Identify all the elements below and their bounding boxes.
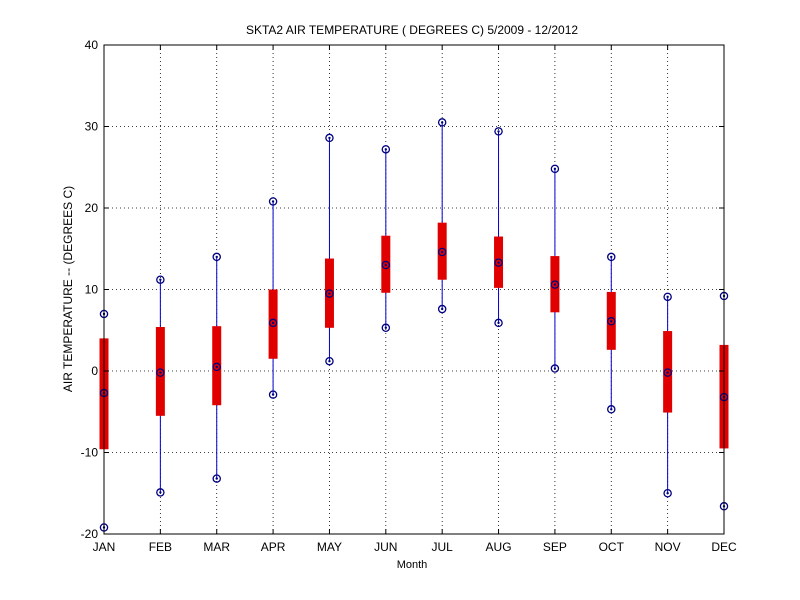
median-marker-dot xyxy=(328,292,331,295)
median-marker xyxy=(381,260,391,270)
median-marker-dot xyxy=(215,365,218,369)
box xyxy=(155,326,165,416)
min-marker-dot xyxy=(384,326,388,330)
y-tick-label: 20 xyxy=(85,201,99,215)
max-marker-dot xyxy=(384,148,388,151)
min-marker-dot xyxy=(497,321,500,325)
max-marker xyxy=(381,145,391,154)
median-marker xyxy=(663,368,672,377)
max-marker-dot xyxy=(328,136,331,140)
median-marker-dot xyxy=(384,263,388,267)
min-marker xyxy=(663,488,672,498)
max-marker xyxy=(212,252,221,262)
min-marker xyxy=(268,390,278,399)
x-tick-label: MAY xyxy=(317,540,342,554)
max-marker-dot xyxy=(440,121,444,124)
box xyxy=(212,326,222,406)
x-tick-label: AUG xyxy=(486,540,512,554)
min-marker xyxy=(156,488,165,497)
min-marker-dot xyxy=(159,491,162,494)
median-marker xyxy=(212,362,221,372)
min-marker xyxy=(437,304,447,314)
min-marker-dot xyxy=(666,492,669,495)
median-marker xyxy=(156,368,165,377)
x-tick-label: OCT xyxy=(599,540,625,554)
max-marker xyxy=(550,164,560,174)
box xyxy=(268,289,278,359)
max-marker xyxy=(325,133,334,143)
y-tick-label: 0 xyxy=(91,364,98,378)
min-marker xyxy=(607,405,616,414)
max-marker xyxy=(268,197,278,206)
chart-title: SKTA2 AIR TEMPERATURE ( DEGREES C) 5/200… xyxy=(246,23,578,37)
min-marker xyxy=(212,474,221,483)
median-marker-dot xyxy=(440,250,444,254)
x-tick-label: SEP xyxy=(543,540,567,554)
max-marker-dot xyxy=(553,167,557,171)
max-marker xyxy=(494,127,503,136)
y-tick-label: -10 xyxy=(81,446,99,460)
median-marker-dot xyxy=(553,283,557,286)
y-axis-label: AIR TEMPERATURE -- (DEGREES C) xyxy=(61,186,75,392)
y-tick-label: 10 xyxy=(85,283,99,297)
x-tick-label: FEB xyxy=(149,540,172,554)
median-marker xyxy=(607,317,616,326)
x-tick-label: JAN xyxy=(93,540,116,554)
max-marker xyxy=(607,252,616,262)
min-marker-dot xyxy=(553,367,557,370)
max-marker-dot xyxy=(666,295,669,299)
min-marker-dot xyxy=(328,360,331,363)
x-tick-label: JUN xyxy=(374,540,397,554)
max-marker-dot xyxy=(271,200,275,203)
median-marker-dot xyxy=(610,320,613,323)
min-marker xyxy=(494,318,503,328)
y-tick-label: -20 xyxy=(81,527,99,541)
max-marker xyxy=(437,118,447,127)
x-axis-label: Month xyxy=(397,559,428,571)
markers xyxy=(99,118,729,532)
min-marker-dot xyxy=(610,408,613,411)
min-marker-dot xyxy=(215,477,218,480)
min-marker xyxy=(550,364,560,373)
y-tick-labels: -20 -10 0 10 20 30 40 xyxy=(81,38,99,541)
min-marker-dot xyxy=(271,393,275,396)
x-tick-labels: JAN FEB MAR APR MAY JUN JUL AUG SEP OCT NOV DEC xyxy=(93,540,737,554)
median-marker xyxy=(268,318,278,328)
whiskers xyxy=(103,122,725,528)
min-marker-dot xyxy=(440,307,444,311)
min-marker xyxy=(325,356,334,366)
median-marker xyxy=(550,280,560,289)
median-marker-dot xyxy=(497,261,500,264)
median-marker-dot xyxy=(666,371,669,374)
median-marker xyxy=(494,258,503,267)
max-marker xyxy=(663,292,672,302)
y-tick-label: 40 xyxy=(85,38,99,52)
axis-ticks xyxy=(103,44,725,535)
grid-lines xyxy=(104,45,724,534)
median-marker-dot xyxy=(271,321,275,325)
max-marker xyxy=(156,275,165,284)
max-marker-dot xyxy=(610,255,613,259)
min-marker xyxy=(381,323,391,333)
boxes xyxy=(99,222,729,450)
x-tick-label: APR xyxy=(261,540,286,554)
x-tick-label: NOV xyxy=(655,540,681,554)
median-marker xyxy=(325,289,334,298)
median-marker-dot xyxy=(159,371,162,374)
max-marker-dot xyxy=(215,255,218,259)
y-tick-label: 30 xyxy=(85,120,99,134)
max-marker-dot xyxy=(497,130,500,133)
x-tick-label: DEC xyxy=(711,540,737,554)
max-marker-dot xyxy=(159,278,162,281)
median-marker xyxy=(437,247,447,257)
x-tick-label: MAR xyxy=(203,540,230,554)
x-tick-label: JUL xyxy=(432,540,454,554)
